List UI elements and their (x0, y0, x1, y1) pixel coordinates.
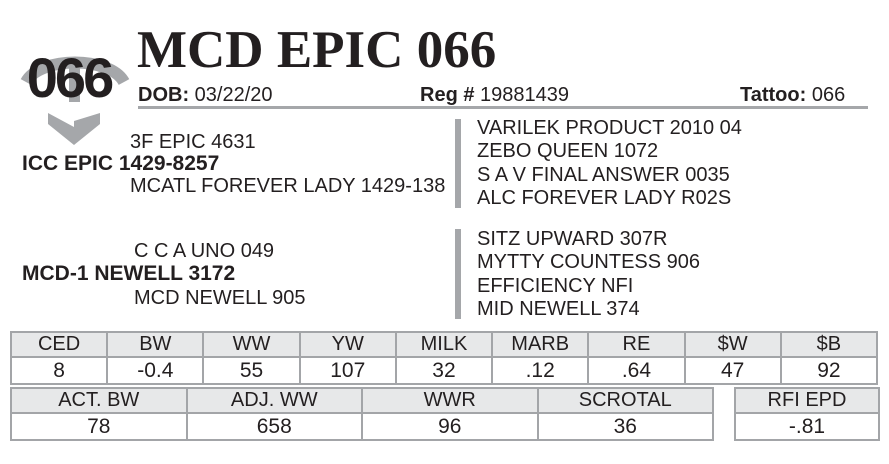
rfi-header-cell: RFI EPD (734, 387, 880, 414)
ear-tag-number: 066 (26, 46, 114, 109)
ranch-brand-icon (20, 56, 130, 145)
tattoo-value: 066 (811, 84, 846, 106)
epd-value-cell: .64 (587, 356, 686, 385)
epd-table: CED BW WW YW MILK MARB RE $W $B 8 -0.4 5… (9, 331, 879, 385)
registration-field: Reg # 19881439 (420, 84, 569, 107)
epd-header-cell: YW (298, 331, 397, 358)
epd-header-cell: $W (683, 331, 782, 358)
epd-header-cell: $B (779, 331, 879, 358)
performance-value-cell: 96 (361, 412, 539, 441)
sire-name: ICC EPIC 1429-8257 (22, 152, 220, 175)
rfi-value-cell: -.81 (734, 412, 880, 441)
reg-value: 19881439 (480, 84, 570, 106)
dam-ancestor-list: SITZ UPWARD 307R MYTTY COUNTESS 906 EFFI… (477, 228, 700, 321)
rfi-header-row: RFI EPD (734, 387, 880, 414)
performance-header-cell: ADJ. WW (185, 387, 363, 414)
performance-value-row: 78 658 96 36 (10, 412, 714, 441)
rfi-value-row: -.81 (734, 412, 880, 441)
epd-value-cell: 55 (202, 356, 301, 385)
epd-header-cell: MARB (491, 331, 590, 358)
epd-header-cell: MILK (394, 331, 494, 358)
epd-header-cell: WW (202, 331, 301, 358)
epd-header-row: CED BW WW YW MILK MARB RE $W $B (9, 331, 879, 358)
performance-header-cell: WWR (361, 387, 539, 414)
down-arrow-icon (48, 113, 100, 145)
ancestor-line: EFFICIENCY NFI (477, 274, 634, 297)
epd-value-cell: .12 (491, 356, 590, 385)
epd-header-cell: RE (587, 331, 686, 358)
animal-name-title: MCD EPIC 066 (137, 21, 497, 79)
epd-header-cell: BW (106, 331, 205, 358)
sire-granddam: MCATL FOREVER LADY 1429-138 (130, 175, 446, 197)
vitals-row: DOB: 03/22/20 Reg # 19881439 Tattoo: 066 (0, 84, 889, 106)
ancestor-line: MID NEWELL 374 (477, 297, 640, 320)
dam-grandsire: C C A UNO 049 (134, 240, 275, 262)
sire-grandsire: 3F EPIC 4631 (130, 131, 256, 153)
performance-value-cell: 36 (536, 412, 714, 441)
epd-value-cell: 8 (9, 356, 109, 385)
performance-value-cell: 658 (185, 412, 363, 441)
pedigree-divider-bar (455, 229, 461, 319)
ancestor-line: VARILEK PRODUCT 2010 04 (477, 117, 742, 139)
epd-value-row: 8 -0.4 55 107 32 .12 .64 47 92 (9, 356, 879, 385)
performance-header-cell: ACT. BW (10, 387, 188, 414)
ancestor-line: ALC FOREVER LADY R02S (477, 186, 732, 209)
dob-value: 03/22/20 (194, 84, 273, 106)
epd-value-cell: 32 (394, 356, 494, 385)
dam-name: MCD-1 NEWELL 3172 (22, 262, 236, 285)
ancestor-line: MYTTY COUNTESS 906 (477, 251, 701, 274)
ancestor-line: ZEBO QUEEN 1072 (477, 140, 659, 163)
epd-header-cell: CED (9, 331, 109, 358)
ancestor-line: SITZ UPWARD 307R (477, 228, 668, 250)
ancestor-line: S A V FINAL ANSWER 0035 (477, 163, 730, 186)
epd-value-cell: 107 (298, 356, 397, 385)
tattoo-field: Tattoo: 066 (740, 84, 845, 107)
epd-value-cell: -0.4 (106, 356, 205, 385)
performance-header-cell: SCROTAL (536, 387, 714, 414)
sire-ancestor-list: VARILEK PRODUCT 2010 04 ZEBO QUEEN 1072 … (477, 117, 742, 210)
pedigree-divider-bar (455, 119, 461, 208)
dob-label: DOB: (138, 84, 190, 106)
performance-header-row: ACT. BW ADJ. WW WWR SCROTAL (10, 387, 714, 414)
dob-field: DOB: 03/22/20 (138, 84, 273, 107)
dam-granddam: MCD NEWELL 905 (134, 287, 306, 309)
epd-value-cell: 92 (779, 356, 879, 385)
epd-value-cell: 47 (683, 356, 782, 385)
rfi-epd-table: RFI EPD -.81 (734, 387, 880, 441)
reg-label: Reg # (420, 84, 475, 106)
performance-table: ACT. BW ADJ. WW WWR SCROTAL 78 658 96 36 (10, 387, 714, 441)
tattoo-label: Tattoo: (740, 84, 807, 106)
performance-value-cell: 78 (10, 412, 188, 441)
header-divider (138, 106, 868, 109)
